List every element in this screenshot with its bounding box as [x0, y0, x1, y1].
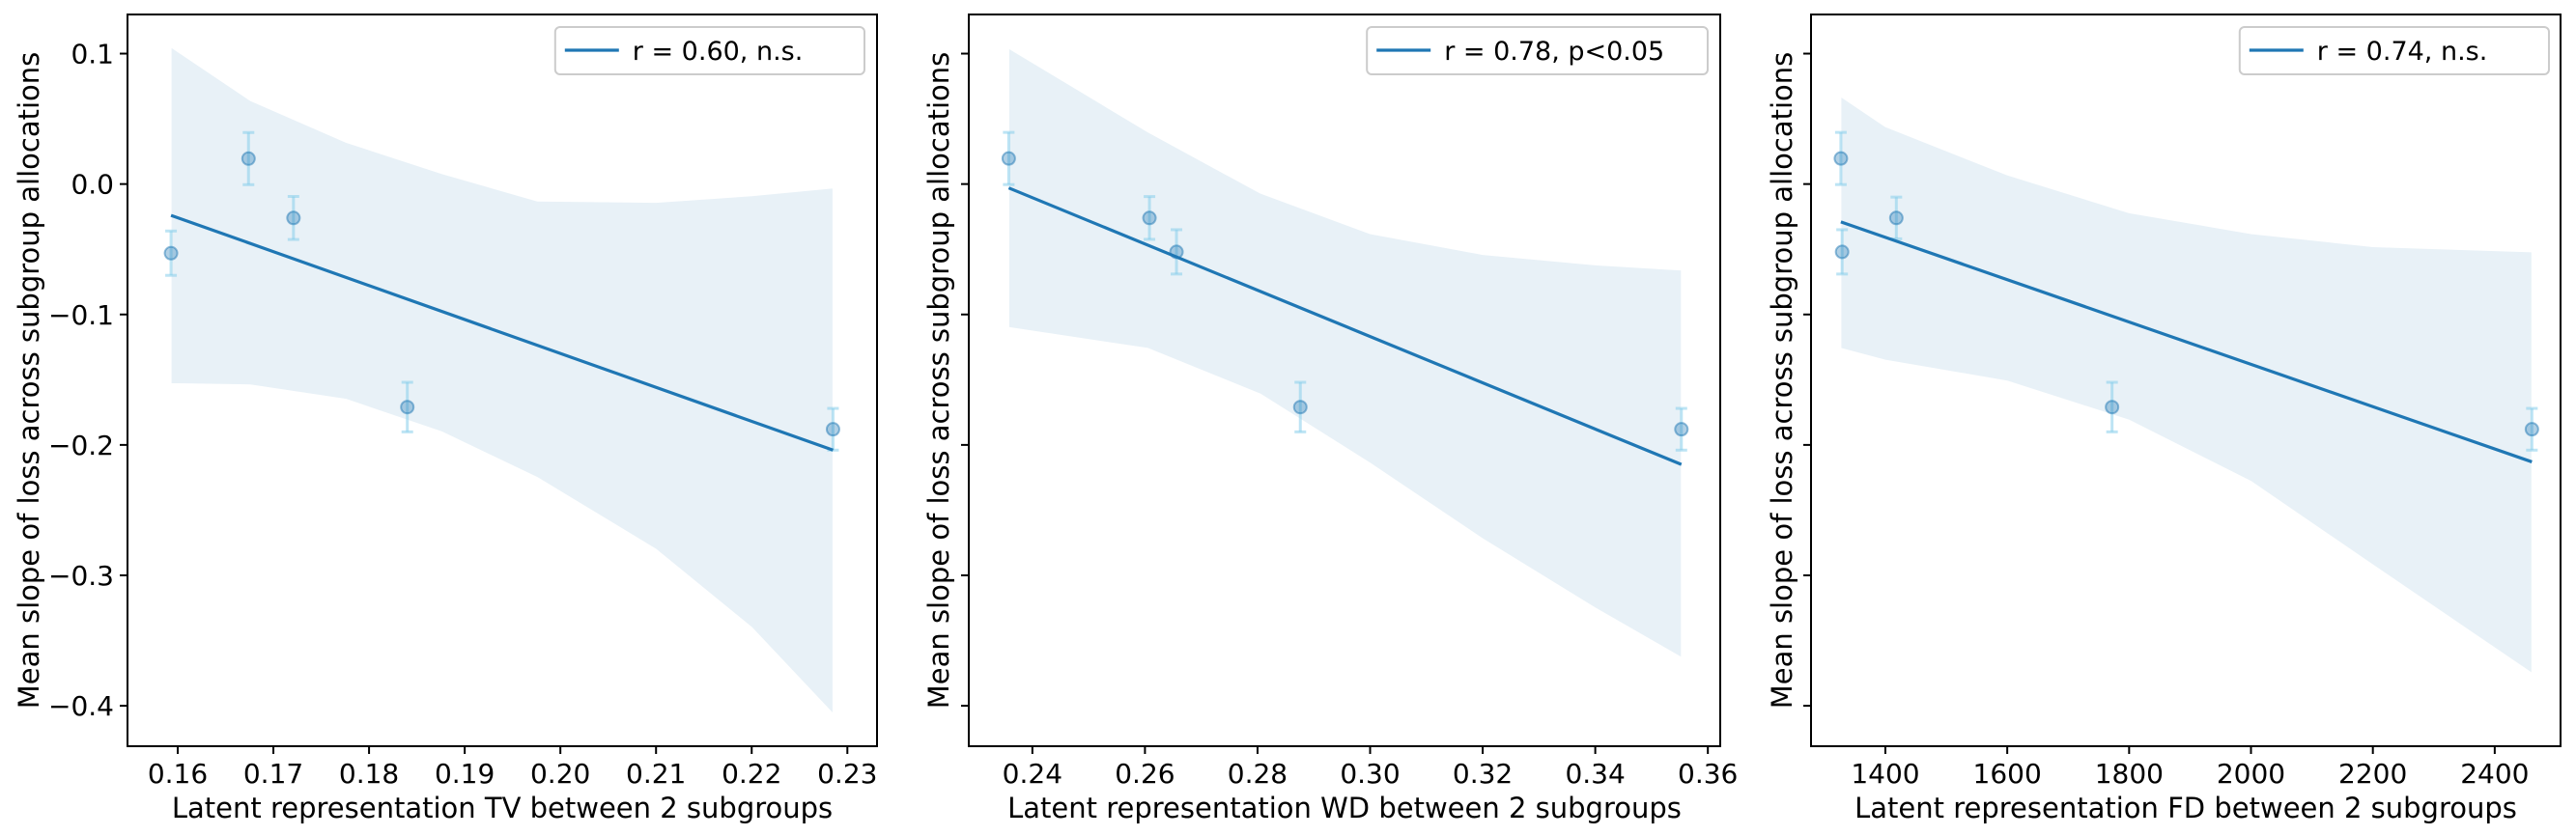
y-axis-label: Mean slope of loss across subgroup alloc… [922, 52, 955, 710]
error-bar [1003, 130, 1015, 186]
x-tick-label: 2000 [2217, 758, 2285, 790]
y-tick-label: −0.3 [48, 560, 114, 592]
plot-area: 0.16 0.17 0.18 0.19 0.20 0.21 0.22 0.23 0.1 0.0 −0… [48, 14, 878, 790]
legend-box [2238, 26, 2551, 75]
x-tick-label: 0.36 [1678, 758, 1738, 790]
axes-frame [968, 14, 1721, 747]
x-tick-label: 0.28 [1228, 758, 1288, 790]
legend-label: r = 0.60, n.s. [633, 37, 804, 67]
x-tick-label: 0.23 [817, 758, 877, 790]
y-axis-label: Mean slope of loss across subgroup alloc… [13, 52, 45, 710]
data-point [2105, 400, 2120, 415]
x-tick-label: 0.22 [722, 758, 781, 790]
y-tick-label: −0.4 [48, 690, 114, 722]
error-bar [2106, 380, 2118, 433]
error-bar [165, 229, 178, 277]
panel-tv: 0.16 0.17 0.18 0.19 0.20 0.21 0.22 0.23 0.1 0.0 −0… [13, 14, 878, 824]
error-bar [1144, 195, 1156, 241]
x-tick-label: 0.24 [1003, 758, 1062, 790]
legend-box [1366, 26, 1709, 75]
data-point [2524, 422, 2539, 437]
x-axis-label: Latent representation TV between 2 subgr… [172, 792, 833, 824]
error-bar [1171, 228, 1183, 276]
panel-wd: 0.24 0.26 0.28 0.30 0.32 0.34 0.36 Latent repr… [922, 14, 1738, 824]
data-point [1834, 244, 1850, 260]
x-tick-label: 0.16 [148, 758, 208, 790]
x-tick-label: 0.18 [339, 758, 399, 790]
x-tick-label: 0.17 [243, 758, 303, 790]
x-tick-label: 2400 [2460, 758, 2529, 790]
data-point [1001, 151, 1016, 166]
x-tick-label: 1600 [1973, 758, 2042, 790]
data-point [286, 210, 301, 226]
x-tick-label: 0.21 [626, 758, 686, 790]
data-point [400, 400, 415, 415]
error-bar [401, 380, 413, 433]
x-tick-label: 1800 [2095, 758, 2164, 790]
error-bar [1294, 380, 1307, 433]
error-bar [1836, 228, 1849, 276]
y-tick-label: −0.2 [48, 430, 114, 461]
data-point [825, 422, 840, 437]
panel-fd: 1400 1600 1800 2000 2200 2400 Latent represen… [1766, 14, 2562, 824]
x-tick-label: 0.26 [1115, 758, 1175, 790]
x-tick-label: 0.32 [1453, 758, 1513, 790]
axes-frame [127, 14, 878, 747]
data-point [1833, 151, 1849, 166]
legend-label: r = 0.78, p<0.05 [1444, 37, 1664, 67]
regression-line [170, 213, 834, 452]
x-tick-label: 1400 [1851, 758, 1919, 790]
x-tick-label: 2200 [2338, 758, 2407, 790]
legend-box [553, 26, 865, 75]
regression-line [1007, 186, 1683, 466]
x-axis-label: Latent representation FD between 2 subgr… [1854, 792, 2517, 824]
data-point [1888, 210, 1904, 226]
data-point [163, 245, 179, 261]
y-tick-label: 0.1 [71, 39, 114, 70]
error-bar [1834, 130, 1847, 186]
x-tick-label: 0.19 [435, 758, 495, 790]
data-point [1292, 400, 1308, 415]
data-point [241, 151, 256, 166]
y-tick-label: −0.1 [48, 299, 114, 331]
y-tick-label: 0.0 [71, 169, 114, 201]
legend-label: r = 0.74, n.s. [2317, 37, 2488, 67]
x-tick-label: 0.30 [1340, 758, 1400, 790]
error-bar [1675, 406, 1687, 452]
error-bar [287, 194, 299, 241]
y-axis-label: Mean slope of loss across subgroup alloc… [1766, 52, 1798, 710]
x-tick-label: 0.20 [530, 758, 590, 790]
error-bar [242, 130, 255, 186]
error-bar [2526, 406, 2538, 452]
axes-frame [1810, 14, 2562, 747]
plot-area: 0.24 0.26 0.28 0.30 0.32 0.34 0.36 [961, 14, 1738, 790]
confidence-band [1840, 96, 2533, 675]
data-point [1674, 422, 1689, 437]
confidence-band [170, 45, 834, 715]
confidence-band [1007, 47, 1683, 658]
x-tick-label: 0.34 [1565, 758, 1625, 790]
x-axis-label: Latent representation WD between 2 subgr… [1007, 792, 1682, 824]
data-point [1142, 210, 1157, 226]
plot-area: 1400 1600 1800 2000 2200 2400 [1803, 14, 2562, 790]
regression-line [1840, 220, 2533, 463]
